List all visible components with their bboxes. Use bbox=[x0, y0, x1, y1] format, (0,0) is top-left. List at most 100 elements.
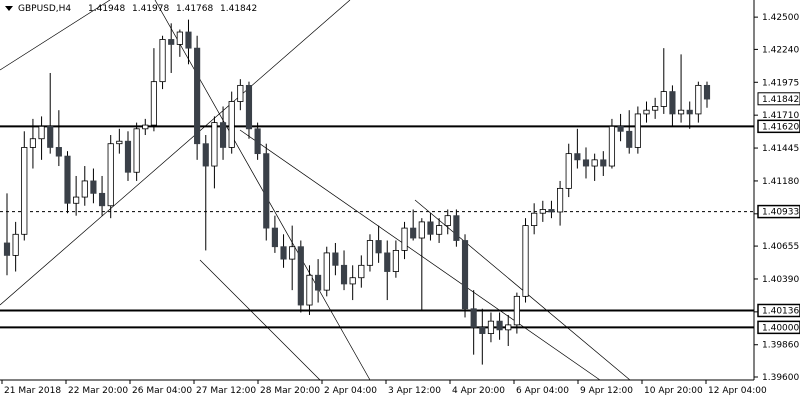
level-price-badge: 1.40000 bbox=[757, 320, 800, 335]
candle-body bbox=[168, 39, 175, 45]
candle-body bbox=[600, 159, 607, 167]
candle-body bbox=[652, 106, 659, 111]
candle-body bbox=[703, 84, 711, 100]
badge-label: 1.40136 bbox=[762, 306, 799, 316]
x-tick-label: 26 Mar 04:00 bbox=[132, 386, 192, 396]
candle-body bbox=[444, 215, 451, 227]
y-tick-label: 1.41445 bbox=[762, 144, 799, 154]
y-tick-label: 1.39860 bbox=[762, 341, 799, 351]
x-tick-label: 4 Apr 20:00 bbox=[452, 386, 505, 396]
header-low: 1.41768 bbox=[176, 4, 213, 14]
candle-group bbox=[3, 19, 711, 365]
y-tick-label: 1.41180 bbox=[762, 177, 799, 187]
y-tick-label: 1.39600 bbox=[762, 373, 799, 383]
x-tick-label: 12 Apr 04:00 bbox=[708, 386, 767, 396]
chart-header: GBPUSD,H4 1.41948 1.41978 1.41768 1.4184… bbox=[5, 4, 257, 14]
candle-body bbox=[358, 264, 365, 279]
badge-label: 1.40000 bbox=[762, 323, 799, 333]
trendline bbox=[0, 0, 351, 306]
candle-body bbox=[150, 81, 157, 126]
candle-body bbox=[297, 246, 304, 306]
candle-body bbox=[686, 109, 693, 115]
candle-body bbox=[539, 209, 546, 214]
candle-body bbox=[21, 147, 28, 235]
candle-body bbox=[392, 250, 399, 272]
candle-body bbox=[591, 159, 598, 167]
y-tick-label: 1.40655 bbox=[762, 242, 799, 252]
x-tick-label: 9 Apr 12:00 bbox=[580, 386, 633, 396]
candle-body bbox=[375, 240, 382, 254]
candle-body bbox=[29, 138, 37, 148]
header-close: 1.41842 bbox=[220, 4, 257, 14]
badge-box bbox=[757, 119, 800, 134]
symbol-label: GBPUSD,H4 bbox=[18, 4, 71, 14]
candle-body bbox=[219, 122, 227, 148]
candle-body bbox=[513, 295, 520, 326]
y-tick-label: 1.40390 bbox=[762, 275, 799, 285]
candle-body bbox=[133, 128, 140, 173]
candle-body bbox=[565, 153, 572, 189]
x-axis-panel bbox=[0, 380, 800, 400]
candle-body bbox=[47, 125, 54, 148]
candle-body bbox=[401, 227, 408, 251]
header-open: 1.41948 bbox=[88, 4, 125, 14]
y-tick-label: 1.42500 bbox=[762, 13, 799, 23]
candle-body bbox=[116, 140, 123, 145]
candle-body bbox=[695, 84, 702, 115]
y-tick-label: 1.42240 bbox=[762, 45, 799, 55]
candle-body bbox=[626, 130, 633, 148]
candle-body bbox=[574, 153, 581, 161]
candle-body bbox=[582, 159, 590, 167]
badge-box bbox=[757, 204, 800, 219]
candle-body bbox=[479, 326, 486, 334]
candle-body bbox=[349, 277, 356, 285]
candle-body bbox=[557, 187, 564, 213]
x-tick-group: 21 Mar 2018 22 Mar 20:00 26 Mar 04:00 27 Ma… bbox=[1, 380, 767, 396]
candle-body bbox=[237, 84, 244, 102]
y-tick-label: 1.41710 bbox=[762, 111, 799, 121]
level-price-badge: 1.41620 bbox=[757, 119, 800, 134]
candle-body bbox=[677, 109, 685, 115]
candle-body bbox=[124, 140, 132, 173]
candle-body bbox=[608, 125, 616, 167]
candle-body bbox=[487, 320, 495, 334]
level-price-badge: 1.40136 bbox=[757, 303, 800, 318]
x-tick-label: 28 Mar 20:00 bbox=[260, 386, 320, 396]
y-tick-label: 1.41975 bbox=[762, 78, 799, 88]
candle-body bbox=[142, 124, 149, 130]
horizontal-level-group bbox=[0, 125, 754, 329]
candle-body bbox=[617, 125, 624, 132]
candle-body bbox=[202, 143, 209, 167]
candle-body bbox=[496, 320, 503, 331]
candle-body bbox=[548, 209, 555, 213]
candle-body bbox=[306, 274, 313, 306]
candle-body bbox=[643, 109, 650, 115]
candle-body bbox=[505, 324, 512, 331]
candle-body bbox=[55, 147, 62, 157]
badge-label: 1.41842 bbox=[762, 95, 799, 105]
price-badge-group: 1.41842 1.41620 1.40933 1.40136 1.40000 bbox=[757, 92, 800, 335]
candle-body bbox=[228, 101, 235, 148]
collapse-arrow-icon bbox=[5, 6, 13, 11]
level-price-badge: 1.40933 bbox=[757, 204, 800, 219]
trendline bbox=[0, 0, 111, 71]
candle-body bbox=[254, 128, 261, 155]
candle-body bbox=[453, 215, 460, 241]
candle-body bbox=[64, 155, 71, 204]
candle-body bbox=[194, 47, 201, 145]
x-tick-label: 3 Apr 12:00 bbox=[388, 386, 441, 396]
x-tick-label: 10 Apr 20:00 bbox=[644, 386, 703, 396]
candle-body bbox=[90, 180, 97, 194]
trendline bbox=[239, 129, 601, 381]
trendline bbox=[154, 0, 371, 381]
candle-body bbox=[384, 252, 391, 272]
candle-body bbox=[185, 31, 192, 49]
candle-body bbox=[245, 84, 253, 130]
x-tick-label: 21 Mar 2018 bbox=[4, 386, 61, 396]
candle-body bbox=[436, 225, 443, 235]
x-tick-label: 22 Mar 20:00 bbox=[68, 386, 128, 396]
badge-label: 1.40933 bbox=[762, 208, 799, 218]
candle-body bbox=[522, 225, 529, 297]
